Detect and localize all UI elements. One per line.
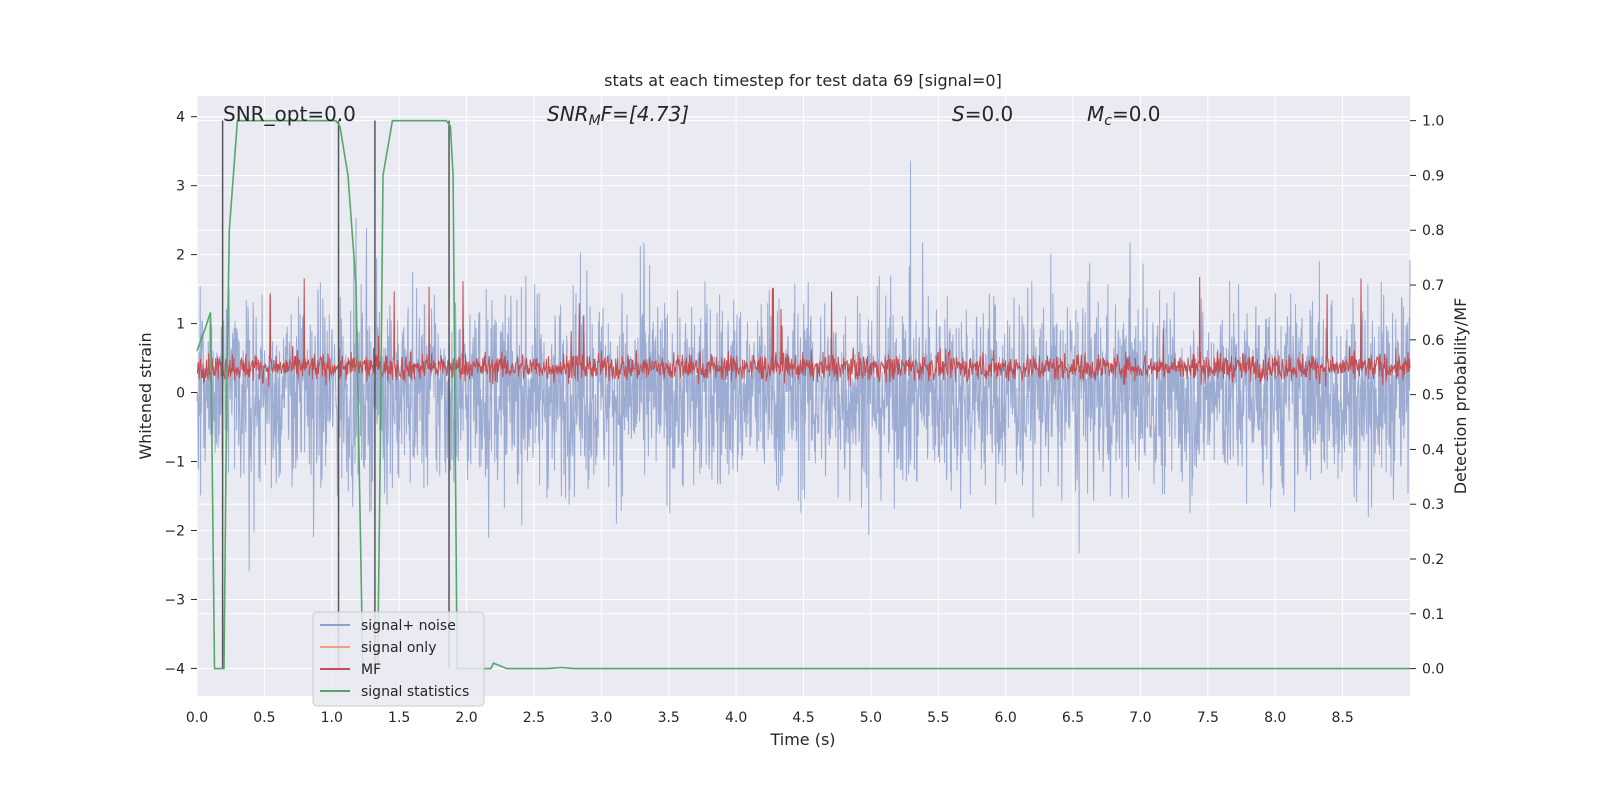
x-axis-label: Time (s) bbox=[769, 730, 835, 749]
x-tick-label-11: 5.5 bbox=[927, 710, 949, 726]
chart-title: stats at each timestep for test data 69 … bbox=[604, 71, 1002, 90]
y-tick-label-6: −2 bbox=[164, 523, 185, 539]
x-tick-label-3: 1.5 bbox=[388, 710, 410, 726]
x-tick-label-9: 4.5 bbox=[792, 710, 814, 726]
y-right-tick-label-4: 0.6 bbox=[1422, 333, 1444, 349]
x-tick-label-1: 0.5 bbox=[253, 710, 275, 726]
y-right-tick-label-8: 0.2 bbox=[1422, 552, 1444, 568]
annotation-mc-main: M bbox=[1087, 102, 1104, 126]
series-mf bbox=[196, 276, 1411, 387]
y-axis-ticks: 4 3 2 1 0 −1 −2 −3 −4 bbox=[164, 110, 197, 677]
vertical-markers bbox=[221, 120, 450, 669]
x-tick-label-14: 7.0 bbox=[1129, 710, 1151, 726]
x-tick-label-0: 0.0 bbox=[186, 710, 208, 726]
y-right-axis-label: Detection probability/MF bbox=[1451, 298, 1470, 495]
y-right-tick-label-5: 0.5 bbox=[1422, 388, 1444, 404]
annotation-mc-sub: c bbox=[1104, 113, 1112, 129]
x-tick-label-5: 2.5 bbox=[523, 710, 545, 726]
x-tick-label-7: 3.5 bbox=[658, 710, 680, 726]
x-tick-label-10: 5.0 bbox=[860, 710, 882, 726]
legend-box bbox=[312, 611, 485, 707]
x-tick-label-2: 1.0 bbox=[321, 710, 343, 726]
y-right-tick-label-0: 1.0 bbox=[1422, 114, 1444, 130]
legend-label-signal-statistics: signal statistics bbox=[361, 684, 469, 700]
y-tick-label-1: 3 bbox=[176, 179, 185, 195]
y-right-tick-label-7: 0.3 bbox=[1422, 497, 1444, 513]
x-tick-label-17: 8.5 bbox=[1331, 710, 1353, 726]
y-right-axis-ticks: 1.0 0.9 0.8 0.7 0.6 0.5 0.4 0.3 0.2 0.1 0.0 bbox=[1410, 114, 1444, 678]
annotation-s: S=0.0 bbox=[952, 102, 1013, 126]
annotation-s-main: S bbox=[952, 102, 965, 126]
x-tick-label-6: 3.0 bbox=[590, 710, 612, 726]
y-right-tick-label-3: 0.7 bbox=[1422, 278, 1444, 294]
annotation-s-rest: =0.0 bbox=[965, 102, 1014, 126]
x-axis-ticks: 0.0 0.5 1.0 1.5 2.0 2.5 3.0 3.5 4.0 4.5 5.0 5.5 6.0 6… bbox=[186, 710, 1354, 726]
y-tick-label-8: −4 bbox=[164, 661, 185, 677]
annotation-snr-opt: SNR_opt=0.0 bbox=[223, 102, 356, 126]
y-right-tick-label-1: 0.9 bbox=[1422, 168, 1444, 184]
y-right-tick-label-2: 0.8 bbox=[1422, 223, 1444, 239]
x-tick-label-15: 7.5 bbox=[1197, 710, 1219, 726]
y-right-tick-label-10: 0.0 bbox=[1422, 662, 1444, 678]
y-axis-label: Whitened strain bbox=[136, 332, 155, 459]
x-tick-label-4: 2.0 bbox=[455, 710, 477, 726]
y-tick-label-2: 2 bbox=[176, 248, 185, 264]
y-tick-label-3: 1 bbox=[176, 317, 185, 333]
plot-series bbox=[196, 119, 1411, 670]
annotation-snr-mf-sub: M bbox=[589, 113, 601, 129]
y-right-tick-label-6: 0.4 bbox=[1422, 442, 1444, 458]
annotation-snr-mf-rest: F=[4.73] bbox=[601, 102, 689, 126]
y-right-tick-label-9: 0.1 bbox=[1422, 607, 1444, 623]
legend-label-signal-noise: signal+ noise bbox=[361, 618, 456, 634]
y-tick-label-4: 0 bbox=[176, 386, 185, 402]
x-tick-label-12: 6.0 bbox=[995, 710, 1017, 726]
x-tick-label-13: 6.5 bbox=[1062, 710, 1084, 726]
legend-label-mf: MF bbox=[361, 662, 381, 678]
annotation-mc-rest: =0.0 bbox=[1112, 102, 1161, 126]
y-tick-label-7: −3 bbox=[164, 592, 185, 608]
y-tick-label-5: −1 bbox=[164, 455, 185, 471]
x-tick-label-16: 8.0 bbox=[1264, 710, 1286, 726]
x-tick-label-8: 4.0 bbox=[725, 710, 747, 726]
legend-label-signal-only: signal only bbox=[361, 640, 436, 656]
series-signal-noise bbox=[196, 160, 1411, 572]
annotation-mc: Mc=0.0 bbox=[1087, 102, 1161, 129]
legend: signal+ noise signal only MF signal stat… bbox=[312, 611, 485, 707]
y-tick-label-0: 4 bbox=[176, 110, 185, 126]
series-signal-statistics bbox=[196, 119, 1410, 670]
annotation-snr-mf-main: SNR bbox=[547, 102, 589, 126]
annotation-snr-mf: SNRMF=[4.73] bbox=[547, 102, 689, 129]
